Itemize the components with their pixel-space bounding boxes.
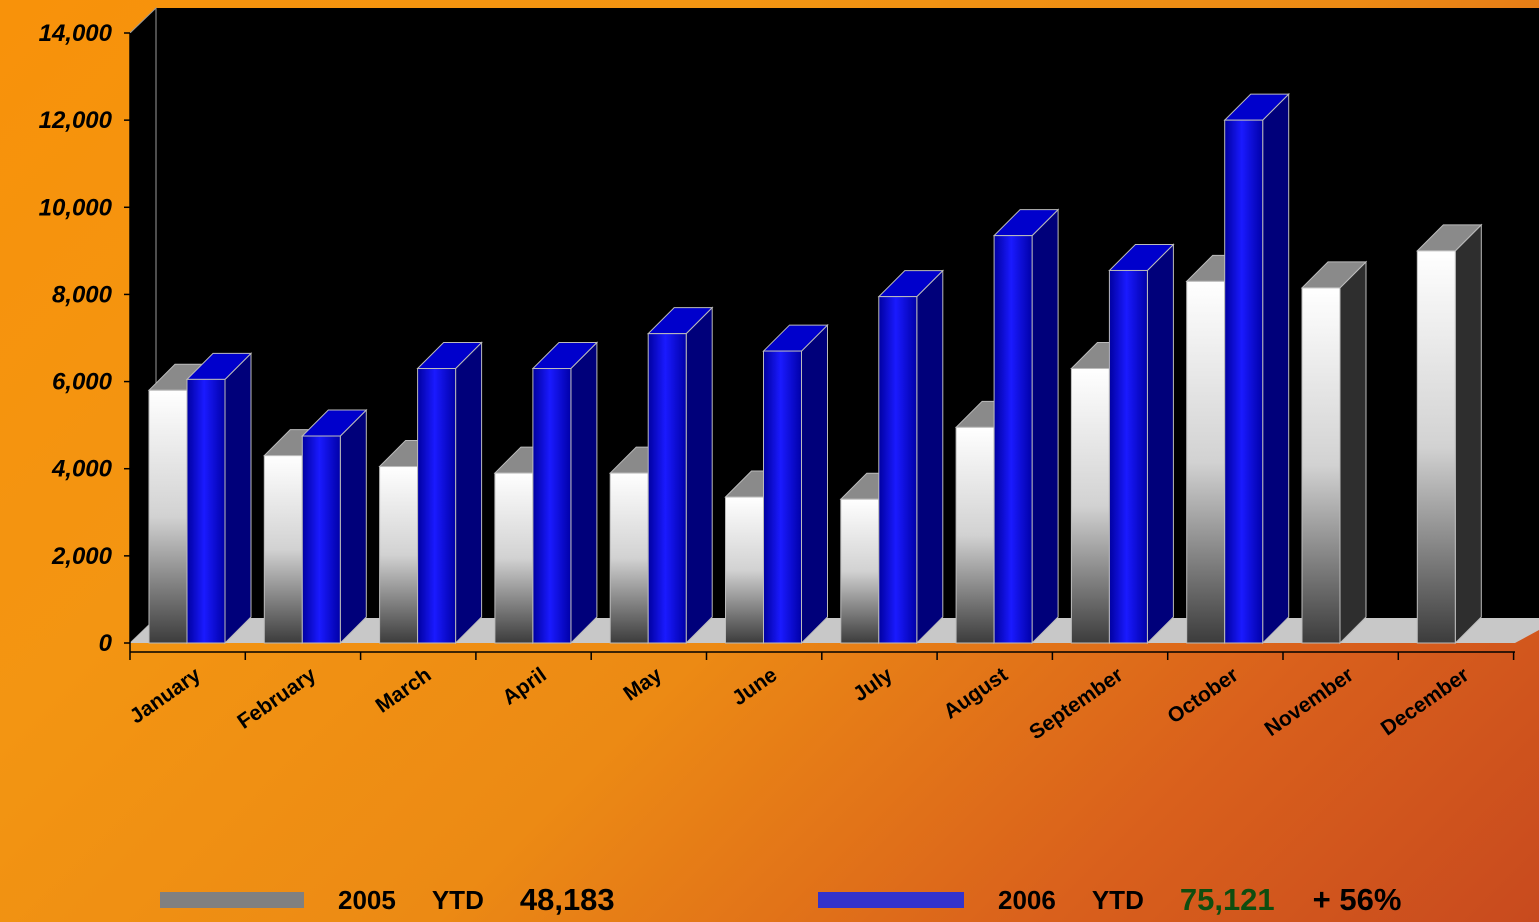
bar-front [186,378,226,644]
bar-side [224,352,252,645]
bar-front [1301,287,1341,644]
x-tick-label: January [126,663,205,728]
bar-front [1224,119,1264,644]
x-tick-label: September [1025,663,1127,744]
bar-side [339,408,367,645]
bar-front [1070,368,1110,644]
legend-ytd-label-2006: YTD [1091,884,1144,915]
y-tick-label: 2,000 [51,543,113,570]
bar-front [379,466,419,644]
bar-front [532,368,572,644]
y-tick-label: 14,000 [39,20,113,47]
bar-2006-august [992,208,1060,645]
bar-front [878,296,918,644]
bar-side [1031,208,1059,645]
y-tick-label: 10,000 [39,194,113,221]
bar-front [263,455,303,644]
x-tick-label: July [849,663,897,706]
bar-side [1454,223,1482,645]
bar-front [609,472,649,644]
bar-front [763,350,802,644]
bar-front [1108,269,1148,644]
y-tick-label: 8,000 [52,281,113,308]
bar-front [301,435,341,644]
bar-side [916,269,944,645]
bar-side [1146,243,1174,645]
y-tick-label: 0 [99,630,113,657]
legend-ytd-value-2006: 75,121 [1179,882,1275,917]
y-tick-label: 4,000 [51,456,113,483]
x-tick-label: November [1261,663,1358,741]
bar-2006-january [185,352,253,645]
legend-swatch-2005 [160,892,304,908]
x-tick-label: December [1377,663,1473,740]
legend-2006: 2006 YTD 75,121 + 56% [818,878,1439,922]
bar-side [801,323,828,645]
legend-2005: 2005 YTD 48,183 [160,878,653,922]
bar-side [1339,260,1367,645]
bar-2006-february [301,408,368,645]
x-tick-label: October [1163,663,1242,728]
bar-2006-october [1223,92,1290,645]
bar-front [148,389,188,644]
x-tick-label: February [233,663,320,734]
bar-side [455,341,483,645]
bar-2006-september [1108,243,1175,645]
x-tick-label: April [498,663,550,709]
bar-2005-december [1416,223,1483,645]
bar-front [417,368,457,644]
legend-year-2006: 2006 [998,884,1056,915]
x-tick-label: March [372,663,436,717]
x-tick-label: June [728,663,781,710]
x-tick-label: August [940,663,1012,723]
bar-front [494,472,534,644]
bar-2006-may [646,306,714,645]
bar-side [570,341,598,645]
bar-2006-june [762,323,829,645]
bar-2006-march [416,341,483,645]
bar-2006-july [877,269,945,645]
bar-2005-november [1300,260,1368,645]
legend-swatch-2006 [818,892,964,908]
legend-ytd-label-2005: YTD [431,884,484,915]
legend-change-2006: + 56% [1312,882,1402,917]
bar-front [725,496,764,644]
bar-front [993,235,1033,644]
bar-front [840,498,880,644]
bar-front [1186,280,1226,644]
bar-2006-april [531,341,599,645]
bar-front [955,426,995,644]
y-tick-label: 12,000 [39,107,113,134]
bar-front [1416,250,1456,644]
x-tick-label: May [619,663,666,705]
y-tick-label: 6,000 [52,369,113,396]
bar-side [1262,92,1290,645]
legend-year-2005: 2005 [338,884,396,915]
legend-ytd-value-2005: 48,183 [519,882,615,917]
bar-side [685,306,713,645]
bar-front [647,333,687,644]
bar-chart: 0 2,000 4,000 6,000 8,000 10,000 12,000 14,000 J… [39,6,1539,744]
